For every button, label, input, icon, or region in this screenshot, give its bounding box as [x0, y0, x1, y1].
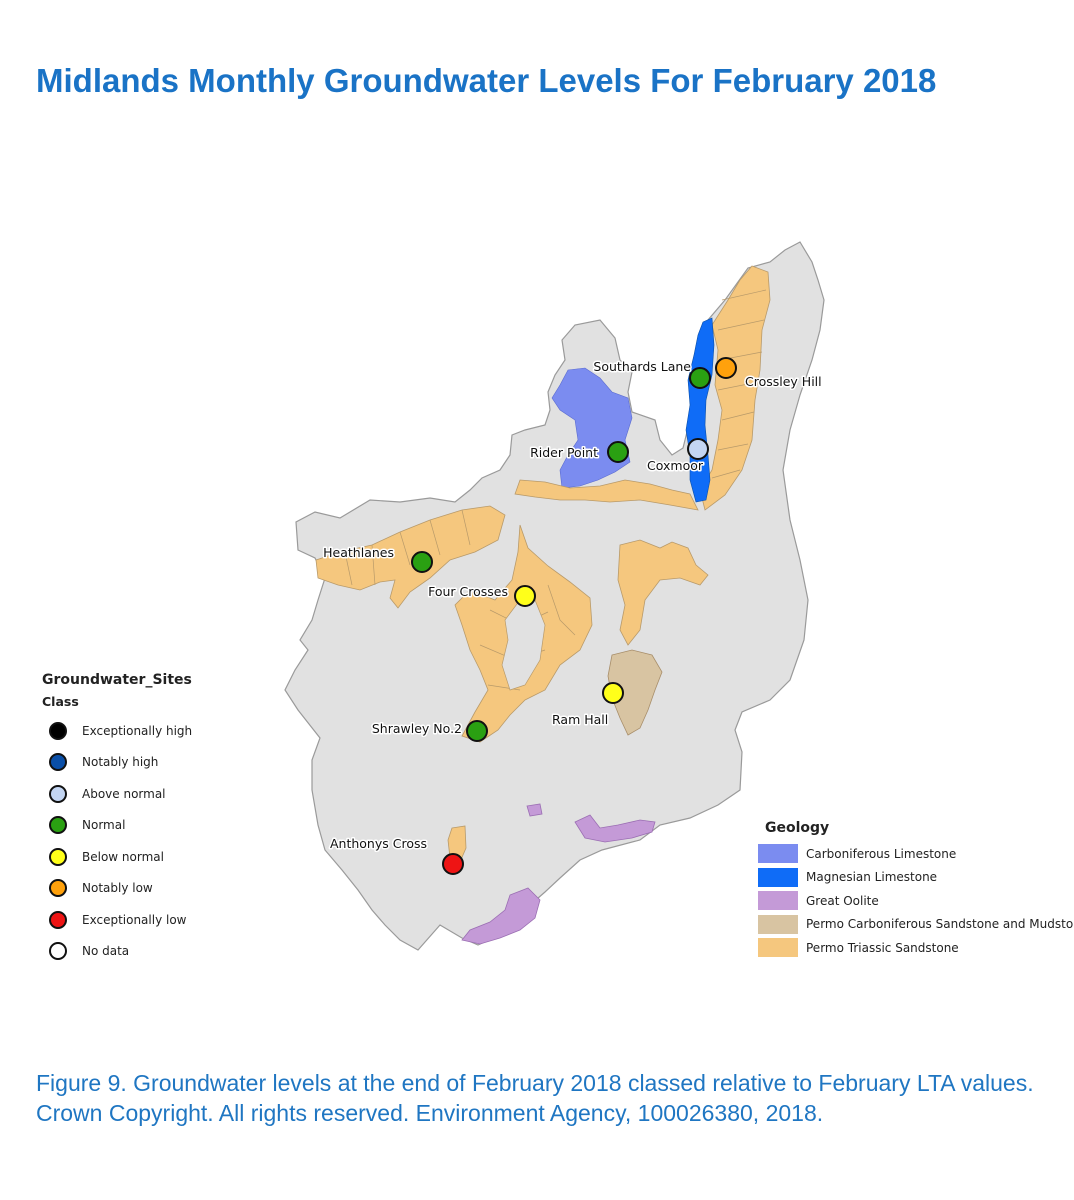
- sites-legend-subtitle: Class: [42, 694, 79, 709]
- class-label: Exceptionally high: [82, 723, 193, 738]
- geology-label: Magnesian Limestone: [806, 870, 938, 885]
- class-swatch-no-data: [49, 942, 67, 961]
- site-marker-heathlanes[interactable]: [411, 551, 433, 573]
- geology-swatch-magnesian-limestone: [758, 867, 798, 887]
- site-label-shrawley-no2: Shrawley No.2: [372, 721, 462, 736]
- legend-geology-carboniferous-limestone: Carboniferous Limestone: [758, 842, 1074, 866]
- site-marker-rider-point[interactable]: [607, 441, 629, 463]
- site-anthonys-cross[interactable]: Anthonys Cross: [328, 835, 464, 875]
- geology-legend: Geology Carboniferous Limestone Magnesia…: [758, 820, 1074, 960]
- site-label-rider-point: Rider Point: [530, 445, 598, 460]
- class-label: Above normal: [82, 786, 166, 801]
- sandstone-west-lines: [344, 509, 471, 586]
- geology-legend-title: Geology: [765, 820, 830, 836]
- class-swatch-above-normal: [49, 784, 67, 803]
- permo-triassic-sandstone-band: [514, 479, 699, 511]
- geology-label: Permo Carboniferous Sandstone and Mudsto…: [806, 917, 1074, 932]
- site-four-crosses[interactable]: Four Crosses: [427, 583, 536, 607]
- legend-class-above-normal: Above normal: [42, 778, 282, 810]
- permo-triassic-sandstone-west: [315, 505, 506, 609]
- class-label: Normal: [82, 818, 126, 833]
- figure-caption: Figure 9. Groundwater levels at the end …: [36, 1070, 1034, 1126]
- class-swatch-exceptionally-high: [49, 721, 67, 740]
- site-label-anthonys-cross: Anthonys Cross: [330, 836, 427, 851]
- site-marker-four-crosses[interactable]: [514, 585, 536, 607]
- permo-triassic-sandstone-east: [617, 539, 709, 646]
- legend-class-normal: Normal: [42, 810, 282, 842]
- site-shrawley-no2[interactable]: Shrawley No.2: [370, 720, 488, 742]
- site-label-southards-lane: Southards Lane: [593, 359, 691, 374]
- site-label-crossley-hill: Crossley Hill: [745, 374, 822, 389]
- site-ram-hall[interactable]: Ram Hall: [551, 682, 624, 729]
- legend-class-no-data: No data: [42, 936, 282, 968]
- site-marker-crossley-hill[interactable]: [715, 357, 737, 379]
- legend-class-exceptionally-low: Exceptionally low: [42, 904, 282, 936]
- site-marker-anthonys-cross[interactable]: [442, 853, 464, 875]
- great-oolite-fragment: [526, 803, 543, 817]
- site-rider-point[interactable]: Rider Point: [529, 441, 629, 463]
- class-label: Notably high: [82, 755, 159, 770]
- class-label: Below normal: [82, 849, 164, 864]
- site-label-coxmoor: Coxmoor: [647, 458, 704, 473]
- legend-geology-permo-carboniferous: Permo Carboniferous Sandstone and Mudsto…: [758, 913, 1074, 937]
- geology-label: Great Oolite: [806, 893, 879, 908]
- site-southards-lane[interactable]: Southards Lane: [592, 358, 711, 389]
- groundwater-sites-legend: Groundwater_Sites Class Exceptionally hi…: [42, 672, 282, 967]
- class-label: No data: [82, 944, 130, 959]
- triassic-internal-lines: [711, 289, 767, 479]
- geology-label: Carboniferous Limestone: [806, 846, 957, 861]
- class-label: Notably low: [82, 881, 153, 896]
- class-swatch-below-normal: [49, 847, 67, 866]
- legend-geology-permo-triassic: Permo Triassic Sandstone: [758, 936, 1074, 960]
- class-swatch-normal: [49, 816, 67, 835]
- geology-label: Permo Triassic Sandstone: [806, 940, 959, 955]
- site-marker-coxmoor[interactable]: [687, 438, 709, 460]
- site-coxmoor[interactable]: Coxmoor: [646, 438, 709, 475]
- site-heathlanes[interactable]: Heathlanes: [322, 544, 433, 573]
- site-marker-ram-hall[interactable]: [602, 682, 624, 704]
- site-marker-shrawley-no2[interactable]: [466, 720, 488, 742]
- legend-class-notably-low: Notably low: [42, 873, 282, 905]
- site-crossley-hill[interactable]: Crossley Hill: [715, 357, 823, 391]
- site-label-heathlanes: Heathlanes: [323, 545, 394, 560]
- site-marker-southards-lane[interactable]: [689, 367, 711, 389]
- class-swatch-notably-low: [49, 879, 67, 898]
- site-label-ram-hall: Ram Hall: [552, 712, 608, 727]
- great-oolite-east: [574, 814, 656, 843]
- legend-geology-magnesian-limestone: Magnesian Limestone: [758, 866, 1074, 890]
- class-swatch-notably-high: [49, 753, 67, 772]
- site-label-four-crosses: Four Crosses: [428, 584, 508, 599]
- class-swatch-exceptionally-low: [49, 910, 67, 929]
- sites-legend-title: Groundwater_Sites: [42, 672, 192, 688]
- map-title: Midlands Monthly Groundwater Levels For …: [36, 62, 937, 99]
- geology-swatch-great-oolite: [758, 891, 798, 911]
- great-oolite-south: [461, 887, 541, 945]
- legend-class-exceptionally-high: Exceptionally high: [42, 715, 282, 747]
- geology-swatch-permo-triassic: [758, 938, 798, 958]
- legend-geology-great-oolite: Great Oolite: [758, 889, 1074, 913]
- legend-class-below-normal: Below normal: [42, 841, 282, 873]
- legend-class-notably-high: Notably high: [42, 747, 282, 779]
- geology-swatch-carboniferous-limestone: [758, 844, 798, 864]
- geology-swatch-permo-carboniferous: [758, 914, 798, 934]
- class-label: Exceptionally low: [82, 912, 187, 927]
